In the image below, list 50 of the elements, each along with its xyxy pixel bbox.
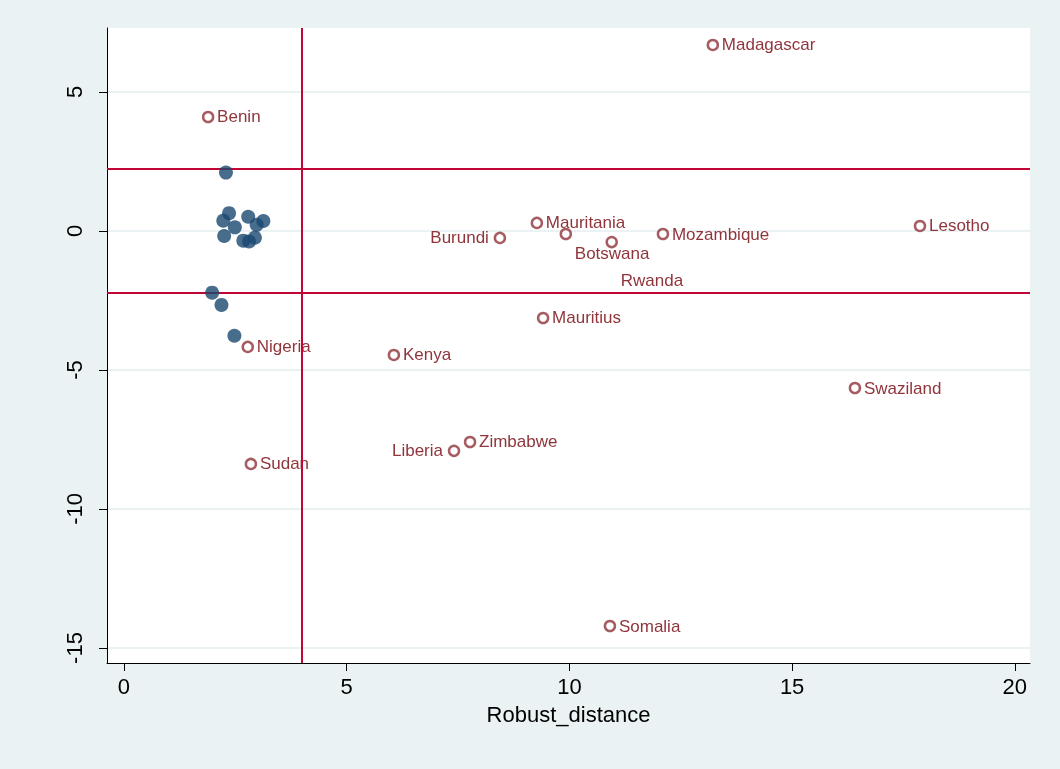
y-tick-label: 0 [61, 224, 87, 238]
y-tick-label: -5 [61, 360, 87, 380]
point [463, 435, 477, 449]
annotation: Mozambique [671, 224, 770, 244]
annotation: Rwanda [620, 270, 684, 290]
point [530, 216, 544, 230]
point [603, 619, 617, 633]
annotation: Botswana [574, 243, 651, 263]
annotation: Mauritius [552, 308, 622, 328]
point [205, 285, 220, 300]
point [249, 217, 264, 232]
point [656, 227, 670, 241]
point [559, 227, 573, 241]
annotation: Burundi [430, 228, 489, 248]
annotation: Lesotho [928, 216, 990, 236]
annotation: Kenya [402, 345, 452, 365]
point [913, 219, 927, 233]
point [387, 348, 401, 362]
x-axis-title: Robust_distance [486, 701, 651, 727]
y-tick-label: 5 [61, 85, 87, 99]
point [241, 209, 256, 224]
x-tick-label: 5 [340, 673, 353, 699]
point [218, 165, 233, 180]
point [214, 297, 229, 312]
point [217, 228, 232, 243]
point [493, 231, 507, 245]
annotation: Madagascar [721, 35, 816, 55]
point [447, 444, 461, 458]
point [536, 311, 550, 325]
annotation: Mauritania [545, 213, 626, 233]
point [227, 328, 242, 343]
y-tick-label: -15 [61, 632, 87, 664]
point [227, 220, 242, 235]
x-tick-label: 20 [1002, 673, 1028, 699]
x-tick-label: 15 [779, 673, 805, 699]
point [201, 110, 215, 124]
point [241, 340, 255, 354]
annotation: Swaziland [863, 378, 942, 398]
annotation: Zimbabwe [479, 432, 558, 452]
annotation: Liberia [391, 441, 444, 461]
point [706, 38, 720, 52]
point [216, 213, 231, 228]
y-tick-label: -10 [61, 493, 87, 525]
point [244, 457, 258, 471]
x-tick-label: 0 [117, 673, 131, 699]
annotation: Benin [217, 107, 261, 127]
x-tick-label: 10 [557, 673, 582, 699]
annotation: Somalia [618, 616, 681, 636]
point [848, 381, 862, 395]
point [247, 230, 262, 245]
